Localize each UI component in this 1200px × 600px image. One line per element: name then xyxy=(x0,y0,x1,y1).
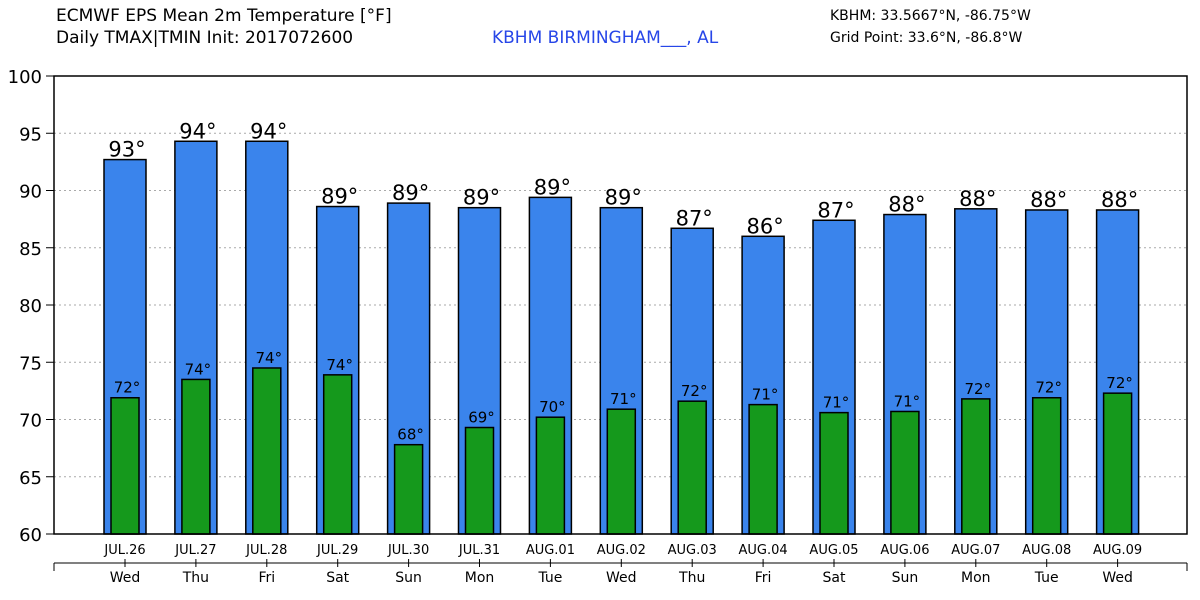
tmax-data-label: 88° xyxy=(959,187,996,211)
day-of-week-label: Thu xyxy=(182,570,209,586)
date-label: JUL.31 xyxy=(458,543,500,558)
tmin-data-label: 72° xyxy=(114,379,141,397)
date-label: JUL.30 xyxy=(387,543,429,558)
day-of-week-label: Tue xyxy=(537,570,562,586)
day-of-week-label: Thu xyxy=(678,570,705,586)
tmax-data-label: 87° xyxy=(676,206,713,230)
tmin-data-label: 72° xyxy=(965,380,992,398)
tmin-data-label: 72° xyxy=(1106,374,1133,392)
date-label: AUG.07 xyxy=(951,543,1000,558)
date-label: AUG.03 xyxy=(668,543,717,558)
tmin-bar xyxy=(1102,392,1133,535)
y-tick-label: 70 xyxy=(19,411,42,432)
tmax-data-label: 88° xyxy=(888,193,925,217)
tmin-bar xyxy=(1031,396,1062,535)
tmax-data-label: 94° xyxy=(179,119,216,143)
tmin-data-label: 72° xyxy=(1035,379,1062,397)
day-of-week-label: Wed xyxy=(606,570,637,586)
tmax-data-label: 88° xyxy=(1030,188,1067,212)
tmax-data-label: 89° xyxy=(392,181,429,205)
y-tick-label: 90 xyxy=(19,182,42,203)
tmin-bar xyxy=(890,410,920,535)
day-of-week-label: Sun xyxy=(892,570,919,586)
date-label: AUG.05 xyxy=(809,543,858,558)
day-of-week-label: Wed xyxy=(1102,570,1133,586)
day-of-week-label: Mon xyxy=(961,570,991,586)
tmin-data-label: 72° xyxy=(681,382,708,400)
date-label: JUL.26 xyxy=(103,543,145,558)
date-label: JUL.27 xyxy=(174,543,216,558)
day-of-week-label: Fri xyxy=(755,570,772,586)
station-coords: KBHM: 33.5667°N, -86.75°W xyxy=(830,8,1031,24)
tmin-data-label: 71° xyxy=(752,386,779,404)
tmin-data-label: 71° xyxy=(610,390,637,408)
chart-title: ECMWF EPS Mean 2m Temperature [°F] xyxy=(56,6,392,26)
y-tick-label: 100 xyxy=(8,67,42,88)
tmax-data-label: 93° xyxy=(108,138,145,162)
day-of-week-label: Sat xyxy=(823,570,846,586)
day-of-week-label: Tue xyxy=(1034,570,1059,586)
date-label: AUG.09 xyxy=(1093,543,1142,558)
date-label: AUG.08 xyxy=(1022,543,1071,558)
date-label: JUL.29 xyxy=(316,543,358,558)
tmin-data-label: 74° xyxy=(185,360,212,378)
tmin-data-label: 68° xyxy=(397,426,424,444)
y-tick-label: 75 xyxy=(19,353,42,374)
tmin-bar xyxy=(181,378,211,535)
tmin-bar xyxy=(393,443,424,535)
tmin-bar xyxy=(606,408,637,535)
chart-subtitle: Daily TMAX|TMIN Init: 2017072600 xyxy=(56,28,354,48)
date-label: AUG.04 xyxy=(739,543,788,558)
tmax-data-label: 86° xyxy=(746,214,783,238)
tmin-data-label: 74° xyxy=(256,349,283,367)
day-of-week-label: Sun xyxy=(395,570,422,586)
plot-frame xyxy=(53,75,1188,535)
tmax-data-label: 94° xyxy=(250,119,287,143)
day-of-week-label: Sat xyxy=(326,570,349,586)
y-tick-label: 85 xyxy=(19,239,42,260)
grid-point-coords: Grid Point: 33.6°N, -86.8°W xyxy=(830,30,1023,46)
date-label: AUG.02 xyxy=(597,543,646,558)
tmin-bar xyxy=(535,416,566,535)
station-name: KBHM BIRMINGHAM___, AL xyxy=(492,28,719,48)
tmax-data-label: 89° xyxy=(534,175,571,199)
tmin-data-label: 70° xyxy=(539,398,566,416)
date-label: JUL.28 xyxy=(245,543,287,558)
tmin-data-label: 71° xyxy=(823,394,850,412)
tmin-bar xyxy=(677,400,707,535)
tmin-bar xyxy=(961,398,991,535)
y-tick-label: 95 xyxy=(19,124,42,145)
tmin-data-label: 74° xyxy=(326,356,353,374)
tmax-data-label: 89° xyxy=(463,186,500,210)
tmin-bar xyxy=(464,426,495,535)
tmax-data-label: 88° xyxy=(1101,188,1138,212)
tmin-bar xyxy=(748,403,778,535)
tmax-data-label: 89° xyxy=(321,185,358,209)
y-tick-label: 60 xyxy=(19,525,42,546)
tmax-data-label: 89° xyxy=(605,186,642,210)
tmin-bar xyxy=(110,396,140,535)
date-label: AUG.06 xyxy=(880,543,929,558)
day-of-week-label: Mon xyxy=(465,570,495,586)
tmin-data-label: 71° xyxy=(894,392,921,410)
tmax-data-label: 87° xyxy=(817,198,854,222)
date-label: AUG.01 xyxy=(526,543,575,558)
tmin-bar xyxy=(322,374,353,535)
tmin-bar xyxy=(252,367,282,535)
day-of-week-label: Fri xyxy=(258,570,275,586)
y-tick-label: 65 xyxy=(19,468,42,489)
day-of-week-label: Wed xyxy=(110,570,141,586)
y-tick-label: 80 xyxy=(19,296,42,317)
tmin-data-label: 69° xyxy=(468,409,495,427)
tmin-bar xyxy=(819,411,849,535)
